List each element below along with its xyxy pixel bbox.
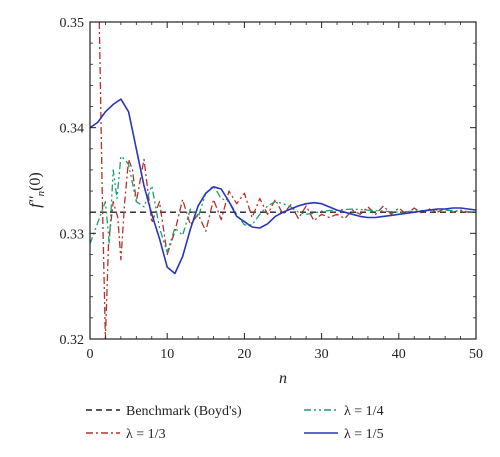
y-tick-label: 0.32 xyxy=(60,333,85,348)
x-tick-label: 20 xyxy=(237,347,251,362)
legend-label-lambda-1-5: λ = 1/5 xyxy=(344,427,384,442)
x-tick-label: 10 xyxy=(160,347,174,362)
x-tick-label: 50 xyxy=(469,347,483,362)
y-tick-label: 0.33 xyxy=(60,227,85,242)
series-line-3 xyxy=(90,98,476,275)
series-line-2 xyxy=(90,155,476,254)
legend-entry-lambda-1-3: λ = 1/3 xyxy=(86,427,166,442)
legend-entry-lambda-1-5: λ = 1/5 xyxy=(304,427,384,442)
y-tick-label: 0.34 xyxy=(60,122,85,137)
x-tick-label: 30 xyxy=(315,347,329,362)
y-axis-label: f''n(0) xyxy=(27,172,47,207)
legend-label-lambda-1-4: λ = 1/4 xyxy=(344,404,384,419)
x-tick-label: 0 xyxy=(87,347,94,362)
legend-entry-lambda-1-4: λ = 1/4 xyxy=(304,404,384,419)
legend-label-lambda-1-3: λ = 1/3 xyxy=(126,427,166,442)
y-tick-label: 0.35 xyxy=(60,16,85,31)
series-line-1 xyxy=(98,22,476,339)
legend-label-benchmark: Benchmark (Boyd's) xyxy=(126,404,242,419)
plot-frame xyxy=(89,21,477,340)
legend-entry-benchmark: Benchmark (Boyd's) xyxy=(86,404,242,419)
x-tick-label: 40 xyxy=(392,347,406,362)
legend: Benchmark (Boyd's) λ = 1/3 λ = 1/4 λ = 1… xyxy=(86,404,384,442)
x-axis-label: n xyxy=(279,370,287,387)
